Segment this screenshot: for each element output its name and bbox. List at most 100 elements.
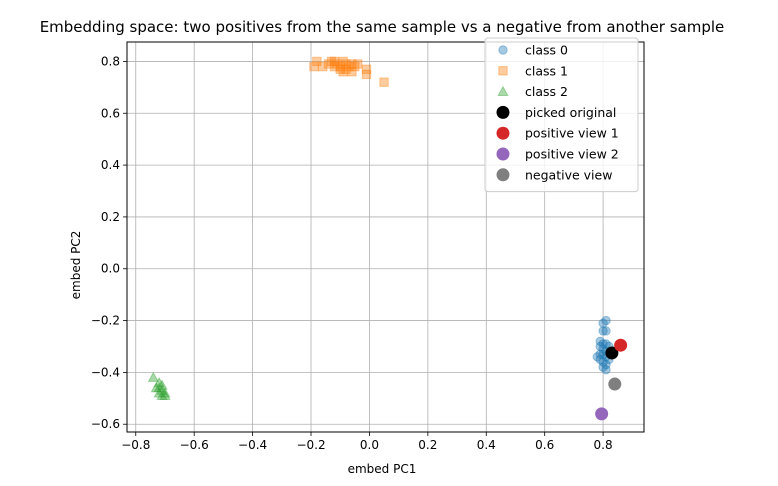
y-tick-label: 0.0 xyxy=(101,262,120,276)
data-point xyxy=(353,59,363,69)
data-point xyxy=(608,377,622,391)
data-point xyxy=(344,61,354,72)
data-point xyxy=(156,389,168,401)
x-tick-label: 0.6 xyxy=(535,438,554,452)
data-point xyxy=(598,357,608,367)
data-point xyxy=(318,61,328,72)
data-point xyxy=(595,349,605,359)
legend-marker xyxy=(498,45,508,55)
data-point xyxy=(156,384,168,395)
y-axis-label: embed PC2 xyxy=(69,231,83,300)
data-point xyxy=(601,359,611,370)
legend-label: class 1 xyxy=(525,63,568,78)
data-point xyxy=(326,56,337,67)
x-tick-label: −0.6 xyxy=(180,438,209,452)
data-point xyxy=(159,389,171,401)
data-point xyxy=(323,59,334,69)
data-point xyxy=(595,336,605,347)
data-point xyxy=(153,387,165,398)
data-point xyxy=(601,365,611,375)
legend-marker xyxy=(497,85,509,96)
data-point xyxy=(335,61,345,72)
legend-marker xyxy=(496,126,510,140)
data-point xyxy=(361,64,372,74)
series-3 xyxy=(605,346,619,360)
data-point xyxy=(341,59,351,69)
y-tick-label: −0.2 xyxy=(91,314,120,328)
data-point xyxy=(309,61,319,72)
data-point xyxy=(350,61,360,72)
legend-box xyxy=(484,37,639,193)
legend-marker xyxy=(496,105,510,119)
data-point xyxy=(335,64,345,74)
data-point xyxy=(341,64,351,74)
legend-label: negative view xyxy=(525,167,612,182)
y-tick-label: −0.4 xyxy=(91,365,120,379)
series-2 xyxy=(147,371,171,401)
data-point xyxy=(159,387,171,398)
data-point xyxy=(598,339,608,349)
data-point xyxy=(347,59,357,69)
series-4 xyxy=(614,338,628,352)
x-tick-label: 0.4 xyxy=(477,438,496,452)
data-point xyxy=(605,346,619,360)
y-tick-label: 0.2 xyxy=(101,210,120,224)
y-tick-label: 0.8 xyxy=(101,54,120,68)
ticks-layer: −0.8 −0.6 −0.4 −0.2 0.0 0.2 0.4 0.6 0.8−0.6−0.4−… xyxy=(91,54,613,452)
x-tick-label: 0.0 xyxy=(360,438,379,452)
data-point xyxy=(379,77,389,87)
legend-marker xyxy=(498,66,508,76)
data-point xyxy=(312,56,322,67)
data-point xyxy=(329,56,340,67)
data-point xyxy=(156,379,168,390)
x-tick-label: −0.8 xyxy=(121,438,150,452)
legend-label: positive view 1 xyxy=(525,126,619,141)
data-point xyxy=(332,59,343,69)
data-point xyxy=(598,362,608,372)
data-point xyxy=(329,61,340,72)
data-point xyxy=(150,382,162,393)
data-point xyxy=(595,407,609,421)
legend-label: class 2 xyxy=(525,84,568,99)
data-point xyxy=(153,376,165,388)
series-1 xyxy=(309,56,389,87)
data-point xyxy=(601,326,611,336)
data-point xyxy=(147,371,159,382)
y-tick-label: −0.6 xyxy=(91,417,120,431)
y-tick-label: 0.6 xyxy=(101,106,120,120)
data-point xyxy=(338,67,348,77)
legend: class 0 class 1 class 2 picked original posi… xyxy=(484,37,639,193)
data-point xyxy=(601,315,611,326)
x-tick-label: −0.4 xyxy=(238,438,267,452)
legend-label: class 0 xyxy=(525,43,568,58)
x-tick-label: 0.2 xyxy=(418,438,437,452)
data-point xyxy=(592,352,602,362)
points-layer xyxy=(147,56,628,421)
data-point xyxy=(598,318,608,328)
series-6 xyxy=(608,377,622,391)
data-point xyxy=(601,339,611,349)
plot-frame xyxy=(126,41,645,433)
data-point xyxy=(153,382,165,393)
x-axis-label: embed PC1 xyxy=(348,462,417,476)
legend-label: positive view 2 xyxy=(525,147,619,162)
data-point xyxy=(338,56,348,67)
data-point xyxy=(595,341,605,352)
legend-marker xyxy=(496,168,510,182)
chart-title: Embedding space: two positives from the … xyxy=(40,18,725,36)
legend-label: picked original xyxy=(525,105,616,120)
data-point xyxy=(595,354,605,365)
data-point xyxy=(347,67,357,77)
x-tick-label: 0.8 xyxy=(594,438,613,452)
y-tick-label: 0.4 xyxy=(101,158,120,172)
data-point xyxy=(614,338,628,352)
legend-marker xyxy=(496,147,510,161)
data-point xyxy=(598,326,608,336)
series-5 xyxy=(595,407,609,421)
grid-layer xyxy=(127,42,644,432)
series-0 xyxy=(592,315,614,375)
data-point xyxy=(361,69,372,80)
x-tick-label: −0.2 xyxy=(296,438,325,452)
